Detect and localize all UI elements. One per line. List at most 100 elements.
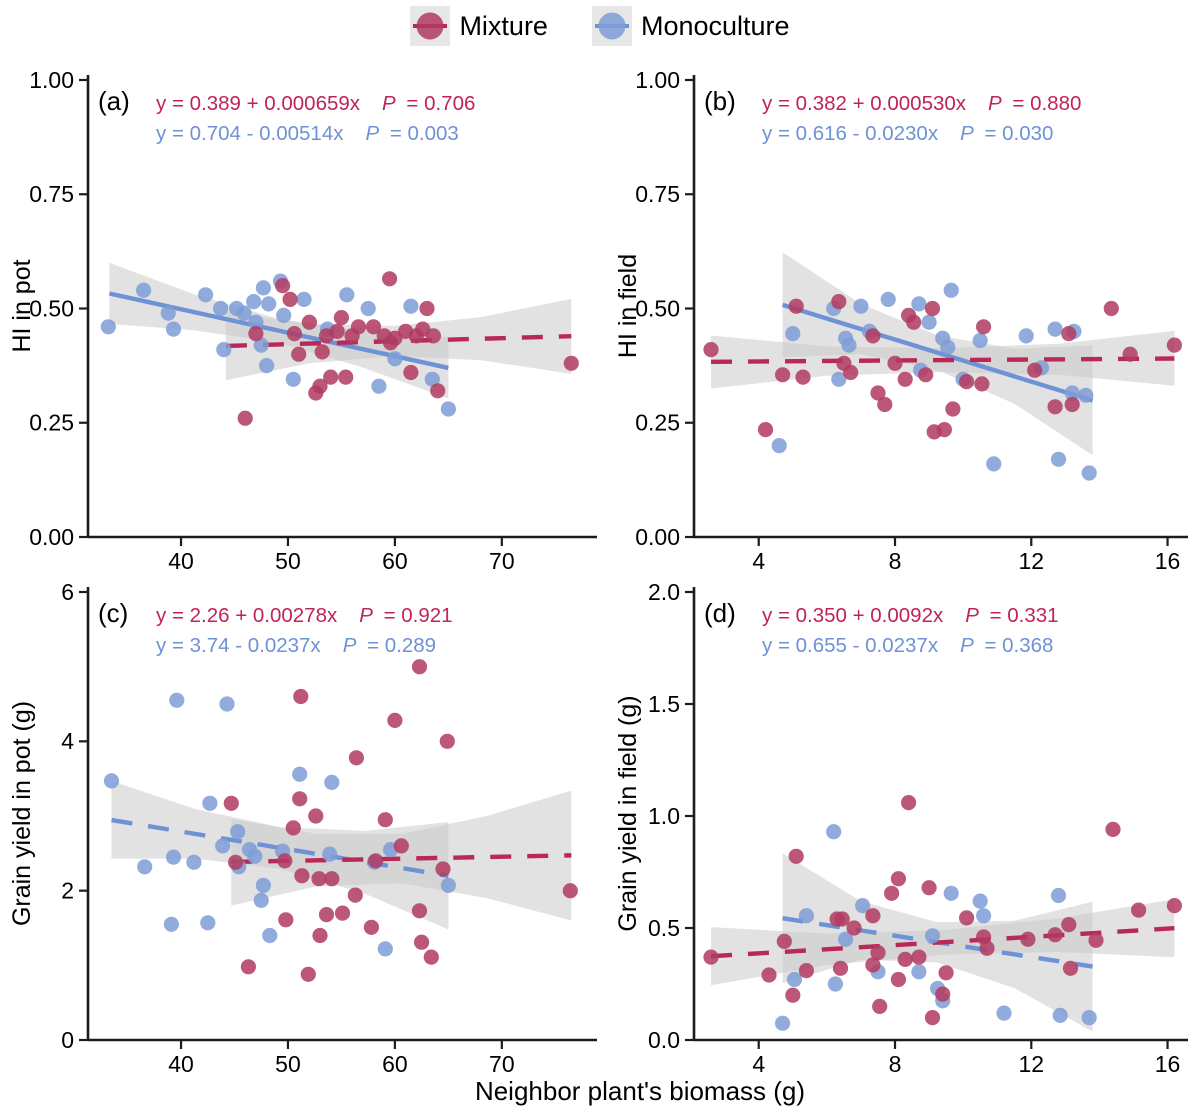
data-point [1018, 328, 1034, 344]
data-point [276, 307, 292, 323]
data-point [959, 374, 975, 390]
data-point [761, 967, 777, 983]
x-tick-label: 70 [489, 548, 515, 574]
panel-letter: (a) [98, 86, 130, 116]
data-point [411, 659, 428, 675]
data-point [943, 885, 959, 901]
data-point [795, 369, 811, 385]
data-point [285, 371, 301, 387]
data-point [831, 371, 847, 387]
data-point [775, 1015, 791, 1031]
data-point [1061, 917, 1077, 933]
data-point [312, 927, 328, 944]
data-point [377, 812, 393, 828]
data-point [890, 871, 907, 887]
data-point [826, 824, 842, 840]
data-point [1047, 321, 1063, 337]
data-point [940, 339, 956, 355]
data-point [788, 298, 804, 314]
data-point [329, 323, 345, 339]
monoculture-key-icon [591, 6, 632, 46]
x-tick-label: 12 [1018, 548, 1044, 574]
data-point [414, 934, 430, 950]
legend-item-monoculture[interactable]: Monoculture [591, 6, 790, 46]
data-point [387, 351, 403, 367]
equation-mixture: y = 0.389 + 0.000659x P = 0.706 [156, 92, 475, 115]
data-point [1050, 451, 1067, 467]
x-tick-label: 8 [889, 548, 902, 574]
data-point [918, 367, 934, 383]
data-point [976, 319, 992, 335]
data-point [924, 1010, 941, 1026]
data-point [424, 371, 440, 387]
data-point [771, 438, 787, 454]
data-point [165, 321, 182, 337]
data-point [312, 378, 328, 394]
data-point [435, 861, 451, 877]
data-point [293, 688, 309, 705]
data-point [425, 328, 441, 344]
ci-band-mixture [231, 790, 572, 921]
y-tick-label: 0.00 [29, 524, 74, 550]
data-point [339, 287, 355, 303]
data-point [165, 849, 182, 865]
data-point [365, 319, 382, 335]
data-point [877, 396, 893, 413]
data-point [137, 859, 153, 875]
y-axis-title: Grain yield in field (g) [614, 695, 642, 931]
y-tick-label: 4 [61, 728, 74, 754]
data-point [911, 296, 927, 312]
data-point [282, 291, 298, 307]
panel-d: 0.0 0.5 1.0 1.5 2.0 4 8 12 16 Grain yield in fiel… [614, 579, 1188, 1077]
data-point [160, 305, 176, 321]
data-point [562, 883, 578, 899]
data-point [776, 933, 792, 950]
points-mixture [703, 795, 1182, 1026]
data-point [323, 369, 339, 385]
data-point [775, 367, 791, 383]
x-tick-label: 16 [1155, 548, 1181, 574]
data-point [286, 326, 302, 342]
data-point [843, 364, 859, 381]
equation-mixture: y = 2.26 + 0.00278x P = 0.921 [156, 604, 453, 627]
data-point [439, 733, 455, 749]
data-point [262, 927, 278, 944]
data-point [865, 328, 881, 344]
data-point [1062, 960, 1079, 976]
data-point [757, 422, 774, 438]
data-point [943, 282, 959, 298]
legend-item-mixture[interactable]: Mixture [410, 6, 548, 46]
data-point [215, 838, 231, 854]
data-point [403, 298, 419, 314]
x-tick-label: 40 [168, 548, 194, 574]
data-point [261, 296, 277, 312]
y-axis-title: HI in field [614, 254, 642, 358]
data-point [382, 271, 398, 287]
panel-a: 0.00 0.25 0.50 0.75 1.00 40 50 60 70 HI in pot (a)… [8, 67, 597, 574]
data-point [1105, 821, 1121, 838]
monoculture-point-glyph [598, 12, 626, 40]
data-point [393, 838, 409, 854]
data-point [430, 383, 446, 399]
y-axis-title: HI in pot [8, 259, 36, 352]
y-tick-label: 0.00 [635, 524, 680, 550]
points-mixture [223, 659, 578, 982]
data-point [986, 456, 1002, 472]
data-point [798, 908, 815, 924]
data-point [324, 871, 340, 887]
data-point [832, 960, 849, 976]
data-point [255, 280, 271, 296]
x-tick-label: 60 [382, 548, 408, 574]
data-point [318, 907, 335, 923]
data-point [136, 282, 152, 298]
data-point [936, 422, 953, 438]
data-point [255, 877, 271, 894]
data-point [275, 278, 291, 294]
data-point [1081, 1010, 1097, 1026]
data-point [1052, 1007, 1068, 1024]
y-tick-label: 0.25 [635, 410, 680, 436]
equation-monoculture: y = 3.74 - 0.0237x P = 0.289 [156, 634, 436, 657]
data-point [924, 928, 941, 944]
mixture-point-glyph [416, 12, 444, 40]
data-point [880, 291, 896, 307]
